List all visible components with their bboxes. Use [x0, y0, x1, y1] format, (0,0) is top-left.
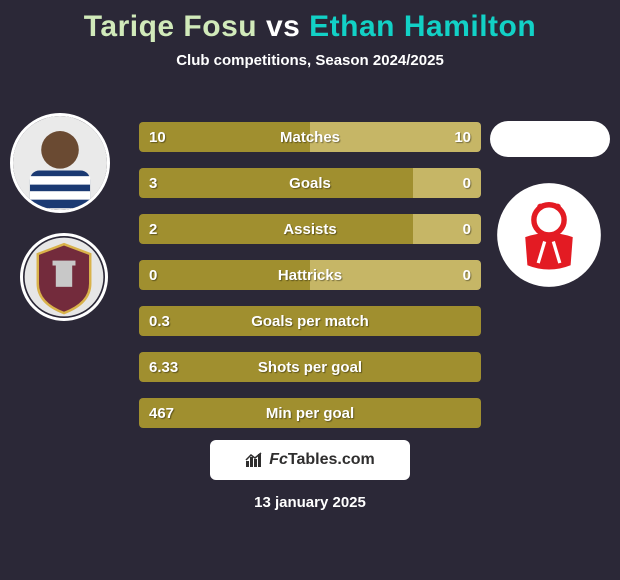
brand-prefix: Fc	[269, 451, 288, 468]
brand-suffix: Tables.com	[288, 451, 375, 468]
stat-fill-player2	[413, 168, 481, 198]
stat-row: 6.33Shots per goal	[139, 352, 481, 382]
stat-fill-player1	[139, 214, 413, 244]
brand-badge[interactable]: FcTables.com	[210, 440, 410, 480]
comparison-title: Tariqe Fosu vs Ethan Hamilton	[0, 0, 620, 44]
chart-icon	[245, 452, 263, 468]
stat-row: 467Min per goal	[139, 398, 481, 428]
title-player2: Ethan Hamilton	[309, 10, 536, 43]
stat-fill-player1	[139, 168, 413, 198]
stat-row: 0.3Goals per match	[139, 306, 481, 336]
comparison-bars: 1010Matches 30Goals 20Assists 00Hattricks 0.…	[139, 122, 481, 444]
stat-row: 20Assists	[139, 214, 481, 244]
stat-fill-player1	[139, 306, 481, 336]
player1-club-badge	[20, 233, 108, 321]
stat-fill-player2	[413, 214, 481, 244]
stat-fill-player2	[310, 260, 481, 290]
stat-row: 1010Matches	[139, 122, 481, 152]
title-player1: Tariqe Fosu	[84, 10, 257, 43]
title-vs: vs	[266, 10, 300, 43]
stat-fill-player1	[139, 122, 310, 152]
player1-avatar	[10, 113, 110, 213]
player2-avatar	[490, 121, 610, 157]
subtitle: Club competitions, Season 2024/2025	[0, 52, 620, 69]
stat-fill-player2	[310, 122, 481, 152]
player2-club-badge	[495, 181, 603, 289]
footer-date: 13 january 2025	[0, 494, 620, 511]
stat-fill-player1	[139, 352, 481, 382]
stat-fill-player1	[139, 398, 481, 428]
stat-fill-player1	[139, 260, 310, 290]
stat-row: 00Hattricks	[139, 260, 481, 290]
stat-row: 30Goals	[139, 168, 481, 198]
